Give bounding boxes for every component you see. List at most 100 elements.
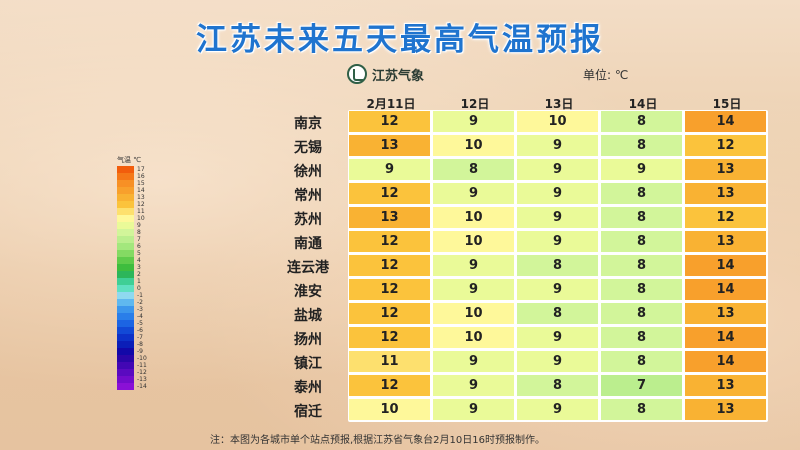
city-label: 扬州	[294, 332, 322, 348]
temperature-cell: 8	[517, 375, 598, 396]
legend-swatch	[117, 327, 134, 334]
legend-swatch	[117, 243, 134, 250]
legend-tick-label: -3	[137, 306, 143, 313]
legend-tick-label: 4	[137, 257, 141, 264]
temperature-cell: 9	[433, 399, 514, 420]
legend-tick-label: 16	[137, 173, 145, 180]
temperature-cell: 14	[685, 351, 766, 372]
temperature-cell: 12	[685, 207, 766, 228]
city-label: 南通	[294, 236, 322, 252]
city-label: 无锡	[294, 140, 322, 156]
temperature-cell: 9	[433, 279, 514, 300]
temperature-cell: 12	[685, 135, 766, 156]
legend-swatch	[117, 348, 134, 355]
legend-tick-label: -7	[137, 334, 143, 341]
legend-tick-label: 13	[137, 194, 145, 201]
temperature-cell: 13	[685, 303, 766, 324]
city-label: 苏州	[294, 212, 322, 228]
temperature-cell: 9	[517, 399, 598, 420]
legend-title: 气温 ℃	[117, 156, 142, 164]
legend-swatch	[117, 292, 134, 299]
legend-tick-label: 0	[137, 285, 141, 292]
temperature-cell: 9	[517, 351, 598, 372]
city-label: 淮安	[294, 284, 322, 300]
temperature-cell: 14	[685, 279, 766, 300]
temperature-cell: 13	[685, 375, 766, 396]
legend-swatch	[117, 383, 134, 390]
legend-tick-label: -5	[137, 320, 143, 327]
temperature-cell: 8	[601, 231, 682, 252]
legend-swatch	[117, 194, 134, 201]
temperature-cell: 13	[349, 135, 430, 156]
temperature-cell: 9	[517, 279, 598, 300]
city-label: 徐州	[294, 164, 322, 180]
legend-swatch	[117, 173, 134, 180]
weather-bureau-logo-icon	[347, 64, 367, 84]
temperature-cell: 11	[349, 351, 430, 372]
city-label: 盐城	[294, 308, 322, 324]
temperature-cell: 10	[517, 111, 598, 132]
temperature-cell: 8	[601, 327, 682, 348]
temperature-cell: 8	[601, 399, 682, 420]
legend-swatch	[117, 208, 134, 215]
legend-swatch	[117, 369, 134, 376]
legend-swatch	[117, 355, 134, 362]
temperature-cell: 13	[349, 207, 430, 228]
legend-tick-label: 2	[137, 271, 141, 278]
temperature-cell: 12	[349, 255, 430, 276]
temperature-cell: 8	[601, 303, 682, 324]
temperature-cell: 9	[517, 183, 598, 204]
legend-swatch	[117, 278, 134, 285]
temperature-cell: 9	[517, 159, 598, 180]
column-header: 15日	[712, 97, 742, 111]
legend-tick-label: -12	[137, 369, 147, 376]
city-label: 宿迁	[294, 404, 322, 420]
footnote: 注：本图为各城市单个站点预报,根据江苏省气象台2月10日16时预报制作。	[210, 435, 545, 446]
temperature-cell: 12	[349, 111, 430, 132]
temperature-cell: 9	[433, 255, 514, 276]
temperature-cell: 14	[685, 255, 766, 276]
temperature-cell: 9	[433, 111, 514, 132]
city-label: 连云港	[287, 260, 329, 276]
legend-color-bar	[117, 166, 134, 390]
legend-swatch	[117, 341, 134, 348]
brand-name: 江苏气象	[372, 68, 425, 84]
city-label: 常州	[294, 188, 322, 204]
legend-tick-label: -13	[137, 376, 147, 383]
column-header: 2月11日	[366, 97, 416, 111]
legend-swatch	[117, 299, 134, 306]
legend-tick-label: -9	[137, 348, 143, 355]
legend-swatch	[117, 187, 134, 194]
temperature-cell: 13	[685, 231, 766, 252]
temperature-cell: 13	[685, 399, 766, 420]
legend-tick-label: 12	[137, 201, 145, 208]
legend-tick-label: 8	[137, 229, 141, 236]
temperature-cell: 9	[601, 159, 682, 180]
temperature-cell: 7	[601, 375, 682, 396]
legend-swatch	[117, 215, 134, 222]
legend-swatch	[117, 271, 134, 278]
legend-swatch	[117, 285, 134, 292]
legend-swatch	[117, 236, 134, 243]
temperature-cell: 10	[349, 399, 430, 420]
column-header: 12日	[460, 97, 490, 111]
temperature-cell: 13	[685, 183, 766, 204]
brand: 江苏气象	[347, 64, 424, 84]
temperature-cell: 8	[601, 183, 682, 204]
legend-tick-label: 15	[137, 180, 145, 187]
legend-swatch	[117, 264, 134, 271]
legend-swatch	[117, 222, 134, 229]
legend-swatch	[117, 320, 134, 327]
temperature-cell: 10	[433, 207, 514, 228]
unit-label: 单位: ℃	[583, 68, 629, 82]
legend-tick-label: 11	[137, 208, 145, 215]
city-label: 泰州	[294, 380, 322, 396]
legend-swatch	[117, 229, 134, 236]
temperature-cell: 12	[349, 303, 430, 324]
column-header: 13日	[544, 97, 574, 111]
legend-swatch	[117, 166, 134, 173]
legend-swatch	[117, 306, 134, 313]
temperature-cell: 9	[517, 207, 598, 228]
temperature-cell: 12	[349, 279, 430, 300]
legend-swatch	[117, 334, 134, 341]
